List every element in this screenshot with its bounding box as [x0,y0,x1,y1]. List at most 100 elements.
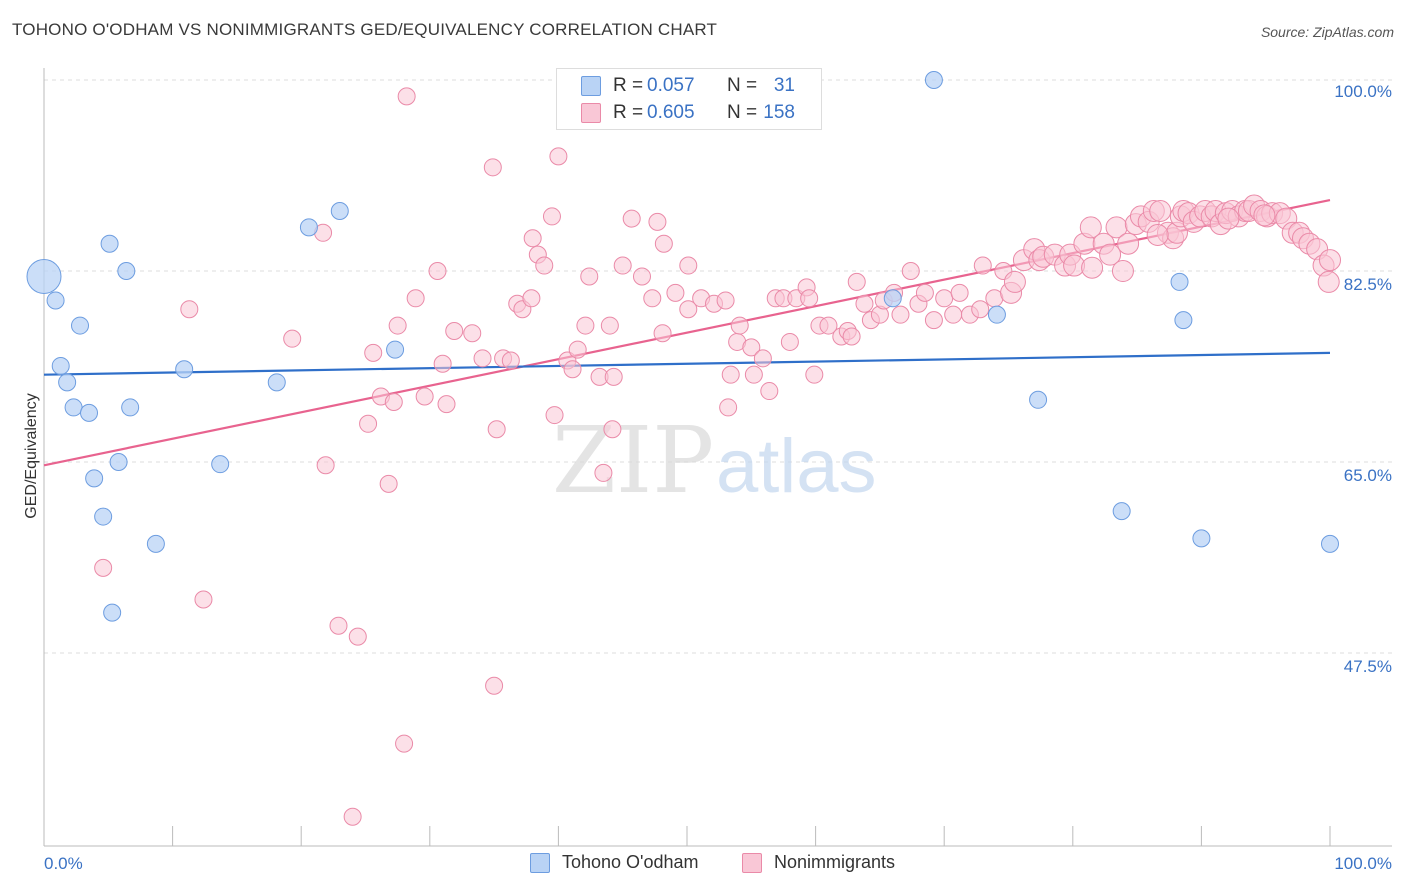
nonimmigrants-point [600,316,619,335]
tohono-point [80,403,99,422]
tohono-point [267,373,286,392]
nonimmigrants-point [950,283,969,302]
nonimmigrants-point [1111,260,1134,282]
trend-lines [43,198,1331,467]
r-value: 0.605 [647,102,695,123]
y-axis-label: GED/Equivalency [23,393,40,518]
legend-item-tohono[interactable]: Tohono O'odham [530,852,699,873]
nonimmigrants-point [915,283,934,302]
nonimmigrants-point [463,324,482,343]
nonimmigrants-point [805,365,824,384]
nonimmigrants-point [1317,270,1340,293]
tohono-point [987,305,1006,324]
nonimmigrants-point [716,291,735,310]
nonimmigrants-point [622,209,641,228]
nonimmigrants-point [1081,256,1104,279]
nonimmigrants-point [316,456,335,475]
legend-item-nonimmigrants[interactable]: Nonimmigrants [742,852,895,873]
nonimmigrants-point [406,289,425,308]
nonimmigrants-point [523,229,542,248]
tohono-point [924,71,943,89]
tohono-point [1170,272,1189,291]
tohono-point [1174,311,1193,330]
nonimmigrants-point [348,627,367,646]
nonimmigrants-point [545,406,564,425]
nonimmigrants-point [973,256,992,275]
nonimmigrants-point [613,256,632,275]
axes [43,68,1392,847]
r-value: 0.057 [647,75,695,96]
nonimmigrants-point [1149,199,1172,222]
nonimmigrants-point [283,329,302,348]
nonimmigrants-point [384,392,403,411]
tohono-point [109,453,128,471]
nonimmigrants-point [395,734,414,753]
r-label: R = [613,75,644,96]
nonimmigrants-point [643,289,662,308]
watermark-zip: ZIP [552,407,714,514]
nonimmigrants-point [780,332,799,351]
tohono-legend-swatch [530,852,550,873]
nonimmigrants-point [483,158,502,177]
tohono-point [330,201,349,220]
nonimmigrants-point [944,305,963,324]
nonimmigrants-swatch [581,103,601,123]
nonimmigrants-point [1099,243,1122,266]
nonimmigrants-point [719,398,738,417]
nonimmigrants-point [679,256,698,275]
nonimmigrants-point [1253,204,1276,227]
nonimmigrants-point [653,324,672,343]
nonimmigrants-point [924,311,943,330]
legend-row-nonimmigrants: R = 0.605 N = 158 [581,101,795,125]
tohono-point [146,534,165,553]
tohono-point [386,340,405,359]
tohono-point [175,360,194,379]
nonimmigrants-point [485,676,504,695]
nonimmigrants-point [730,316,749,335]
nonimmigrants-point [654,234,673,253]
nonimmigrants-point [580,267,599,286]
nonimmigrants-point [501,351,520,370]
nonimmigrants-point [563,360,582,379]
nonimmigrants-point [971,300,990,319]
nonimmigrants-point [437,395,456,414]
nonimmigrants-point [648,212,667,231]
nonimmigrants-point [542,207,561,226]
nonimmigrants-point [364,343,383,362]
tohono-point [94,507,113,526]
nonimmigrants-legend-label: Nonimmigrants [774,852,896,872]
tohono-point [64,398,83,417]
nonimmigrants-point [819,316,838,335]
nonimmigrants-point [753,349,772,368]
nonimmigrants-legend-swatch [742,852,762,873]
tohono-point [211,455,230,474]
tick-labels: 47.5% 65.0% 82.5% 100.0% 0.0% 100.0% [44,82,1392,873]
nonimmigrants-point [388,316,407,335]
nonimmigrants-point [604,367,623,386]
n-value: 31 [773,75,795,96]
nonimmigrants-point [632,267,651,286]
nonimmigrants-point [891,305,910,324]
grid [44,79,1392,654]
tohono-point [1192,529,1211,548]
tohono-point [117,262,136,280]
legend-row-tohono: R = 0.057 N = 31 [581,74,795,98]
tohono-trend-line [43,351,1331,376]
n-label: N = [727,102,758,123]
tohono-swatch [581,76,601,96]
nonimmigrants-trend-line [43,198,1331,467]
tohono-point [85,469,104,488]
nonimmigrants-point [473,349,492,368]
nonimmigrants-point [379,474,398,493]
nonimmigrants-point [666,283,685,302]
x-tick-label: 0.0% [44,854,83,873]
nonimmigrants-point [549,147,568,166]
tohono-legend-label: Tohono O'odham [562,852,699,872]
nonimmigrants-point [568,340,587,359]
nonimmigrants-point [415,387,434,406]
nonimmigrants-point [1003,270,1026,293]
tohono-point [71,316,90,335]
tohono-point [58,373,77,392]
nonimmigrants-point [1319,249,1341,272]
